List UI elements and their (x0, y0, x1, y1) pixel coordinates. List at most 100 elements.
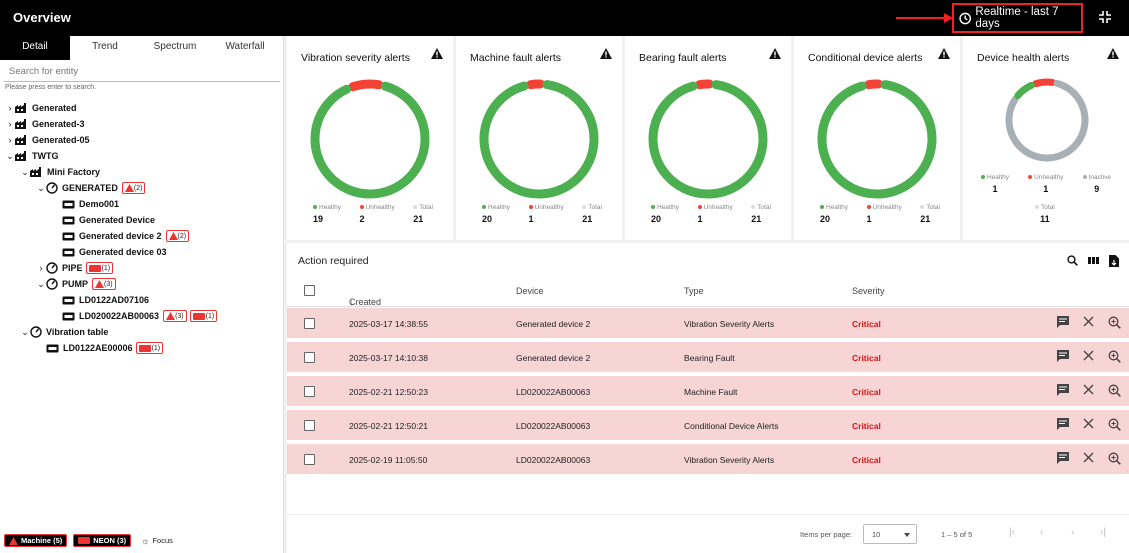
card-device-health[interactable]: Device health alerts Healthy 1 Unhealthy 1… (963, 36, 1129, 240)
warning-icon (1107, 48, 1119, 59)
tree-item-demo001[interactable]: Demo001 (62, 196, 119, 212)
close-icon[interactable] (1083, 418, 1094, 429)
donut-segment-unhealthy[interactable] (695, 79, 714, 90)
donut-segment-healthy[interactable] (1014, 81, 1035, 100)
action-title: Action required (298, 255, 369, 267)
tab-waterfall[interactable]: Waterfall (225, 41, 265, 52)
tree-item-generated-device[interactable]: Generated Device (62, 212, 155, 228)
zoom-in-icon[interactable] (1108, 418, 1121, 431)
tree-item-vibration-table[interactable]: ⌄ Vibration table (21, 326, 109, 338)
donut-segment-unhealthy[interactable] (348, 79, 384, 92)
select-all-checkbox[interactable] (304, 285, 315, 296)
tree-item-ld020022ab00063[interactable]: LD020022AB00063 (3) (1) (62, 308, 218, 324)
tree-item-mini-factory[interactable]: ⌄ Mini Factory (21, 166, 101, 177)
zoom-in-icon[interactable] (1108, 384, 1121, 397)
comment-icon[interactable] (1057, 350, 1069, 362)
focus-toggle[interactable]: ☼ Focus (137, 534, 177, 547)
row-checkbox[interactable] (304, 352, 315, 363)
donut-segment-healthy[interactable] (648, 80, 768, 199)
prev-page-icon[interactable]: ‹ (1040, 527, 1044, 538)
export-icon[interactable] (1109, 255, 1119, 267)
donut-segment-healthy[interactable] (310, 81, 430, 199)
col-severity[interactable]: Severity (852, 286, 885, 296)
device-icon (62, 296, 75, 304)
tab-spectrum[interactable]: Spectrum (153, 41, 197, 52)
chevron-right-icon[interactable]: › (8, 119, 12, 129)
row-checkbox[interactable] (304, 318, 315, 329)
zoom-in-icon[interactable] (1108, 316, 1121, 329)
tree-item-generated-05[interactable]: › Generated-05 (5, 132, 90, 148)
columns-icon[interactable] (1088, 255, 1099, 266)
neon-alert-badge[interactable]: (1) (135, 342, 164, 354)
page-size-select[interactable]: 10 (863, 524, 917, 544)
tree-item-twtg[interactable]: ⌄ TWTG (6, 150, 59, 161)
tree-item-pump[interactable]: ⌄ PUMP (3) (36, 276, 116, 292)
zoom-in-icon[interactable] (1108, 452, 1121, 465)
close-icon[interactable] (1083, 350, 1094, 361)
comment-icon[interactable] (1057, 316, 1069, 328)
next-page-icon[interactable]: › (1071, 527, 1075, 538)
tree-item-generated-device-2[interactable]: Generated device 2 (2) (62, 228, 190, 244)
chevron-down-icon[interactable]: ⌄ (21, 326, 29, 337)
donut-segment-healthy[interactable] (479, 80, 599, 199)
tab-trend[interactable]: Trend (92, 41, 118, 52)
machine-filter-chip[interactable]: Machine (5) (4, 534, 68, 547)
tree-item-generated-device-03[interactable]: Generated device 03 (62, 244, 167, 260)
donut-segment-unhealthy[interactable] (1032, 78, 1057, 88)
donut-segment-unhealthy[interactable] (864, 79, 883, 90)
card-vibration-severity[interactable]: Vibration severity alerts Healthy 19 Unhe… (287, 36, 453, 240)
tab-detail[interactable]: Detail (0, 36, 70, 60)
neon-alert-badge[interactable]: (1) (85, 262, 114, 274)
donut-chart (1005, 78, 1089, 162)
col-type[interactable]: Type (684, 286, 704, 296)
entity-search-input[interactable]: Search for entity (4, 62, 280, 82)
comment-icon[interactable] (1057, 418, 1069, 430)
table-row[interactable]: 2025-02-21 12:50:23 LD020022AB00063 Mach… (287, 376, 1129, 408)
chevron-down-icon[interactable]: ⌄ (21, 166, 29, 177)
tree-item-ld0122ae00006[interactable]: LD0122AE00006 (1) (46, 340, 164, 356)
tree-item-pipe[interactable]: › PIPE (1) (36, 260, 114, 276)
donut-segment-inactive[interactable] (1005, 79, 1089, 162)
table-row[interactable]: 2025-03-17 14:38:55 Generated device 2 V… (287, 308, 1129, 340)
machine-alert-badge[interactable]: (3) (92, 278, 116, 290)
row-checkbox[interactable] (304, 454, 315, 465)
card-machine-fault[interactable]: Machine fault alerts Healthy 20 Unhealthy… (456, 36, 622, 240)
tree-item-generated-3[interactable]: › Generated-3 (5, 116, 85, 132)
tree-item-ld0122ad07106[interactable]: LD0122AD07106 (62, 292, 149, 308)
row-checkbox[interactable] (304, 386, 315, 397)
donut-segment-unhealthy[interactable] (526, 79, 545, 90)
close-icon[interactable] (1083, 384, 1094, 395)
collapse-icon[interactable] (1098, 10, 1112, 24)
machine-alert-badge[interactable]: (3) (163, 310, 187, 322)
comment-icon[interactable] (1057, 452, 1069, 464)
tree-item-generated[interactable]: › Generated (5, 100, 77, 116)
tree-item-generated-machine[interactable]: ⌄ GENERATED (2) (36, 180, 146, 196)
card-conditional-device[interactable]: Conditional device alerts Healthy 20 Unhe… (794, 36, 960, 240)
chevron-down-icon[interactable]: ⌄ (37, 278, 45, 289)
table-row[interactable]: 2025-02-19 11:05:50 LD020022AB00063 Vibr… (287, 444, 1129, 476)
table-row[interactable]: 2025-02-21 12:50:21 LD020022AB00063 Cond… (287, 410, 1129, 442)
machine-alert-badge[interactable]: (2) (165, 230, 190, 242)
chevron-down-icon[interactable]: ⌄ (37, 182, 45, 193)
card-bearing-fault[interactable]: Bearing fault alerts Healthy 20 Unhealthy… (625, 36, 791, 240)
neon-icon (138, 344, 151, 352)
first-page-icon[interactable]: |‹ (1009, 527, 1015, 538)
last-page-icon[interactable]: ›| (1100, 527, 1106, 538)
chevron-right-icon[interactable]: › (39, 263, 43, 273)
chevron-right-icon[interactable]: › (8, 103, 12, 113)
close-icon[interactable] (1083, 316, 1094, 327)
neon-filter-chip[interactable]: NEON (3) (73, 534, 132, 547)
col-device[interactable]: Device (516, 286, 544, 296)
chevron-down-icon[interactable]: ⌄ (6, 150, 14, 161)
close-icon[interactable] (1083, 452, 1094, 463)
donut-segment-healthy[interactable] (817, 80, 937, 199)
table-row[interactable]: 2025-03-17 14:10:38 Generated device 2 B… (287, 342, 1129, 374)
row-checkbox[interactable] (304, 420, 315, 431)
zoom-in-icon[interactable] (1108, 350, 1121, 363)
realtime-range-button[interactable]: Realtime - last 7 days (952, 3, 1083, 33)
chevron-right-icon[interactable]: › (8, 135, 12, 145)
comment-icon[interactable] (1057, 384, 1069, 396)
search-icon[interactable] (1067, 255, 1078, 266)
neon-alert-badge[interactable]: (1) (189, 310, 218, 322)
machine-alert-badge[interactable]: (2) (121, 182, 146, 194)
